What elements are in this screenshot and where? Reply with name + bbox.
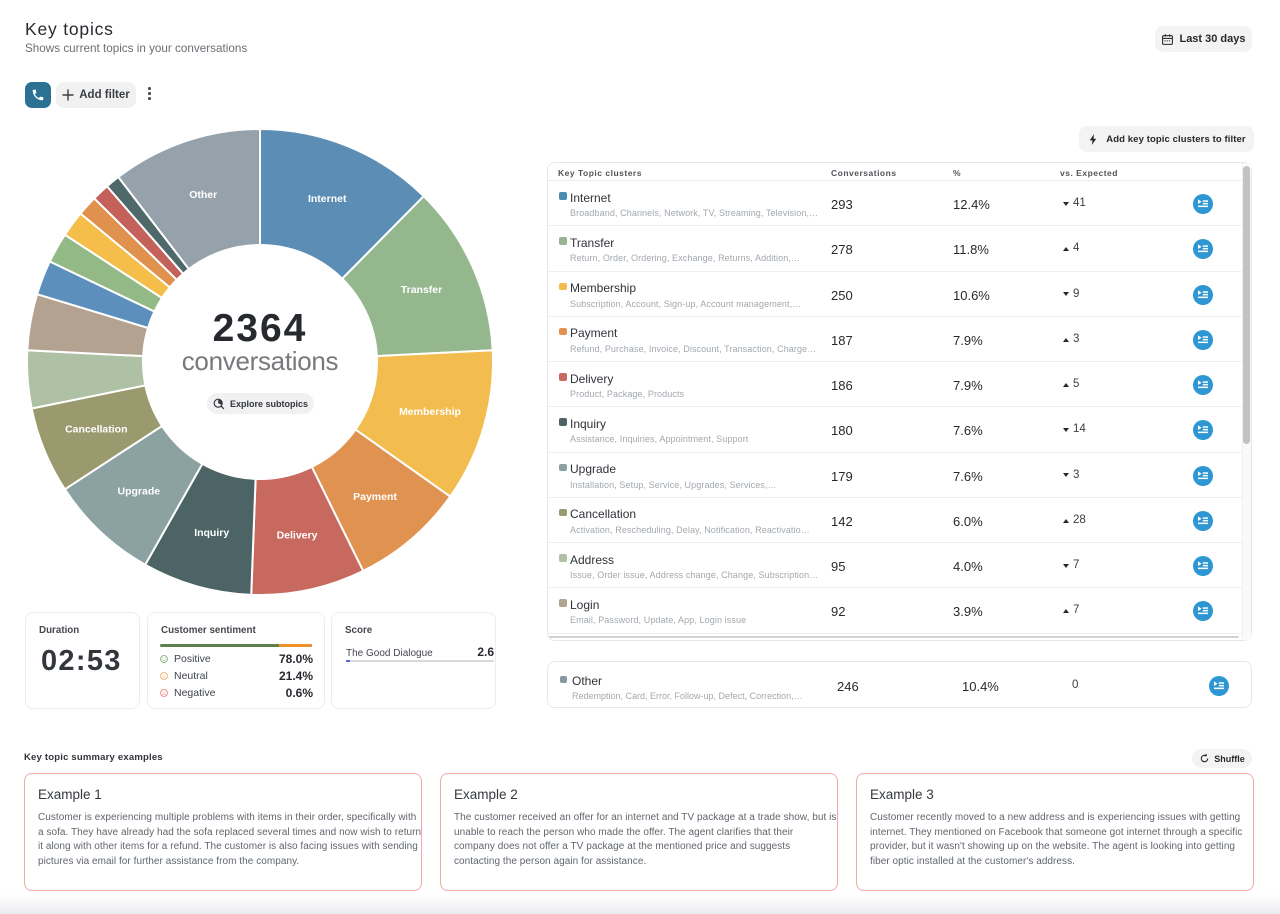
- svg-text:Internet: Internet: [308, 193, 347, 205]
- svg-text:Other: Other: [189, 189, 217, 201]
- svg-text:Membership: Membership: [399, 406, 461, 418]
- svg-text:Transfer: Transfer: [401, 284, 442, 296]
- svg-text:Cancellation: Cancellation: [65, 424, 127, 436]
- svg-text:Inquiry: Inquiry: [194, 527, 229, 539]
- svg-text:Payment: Payment: [353, 491, 397, 503]
- svg-text:Upgrade: Upgrade: [118, 486, 161, 498]
- svg-text:Delivery: Delivery: [277, 530, 318, 542]
